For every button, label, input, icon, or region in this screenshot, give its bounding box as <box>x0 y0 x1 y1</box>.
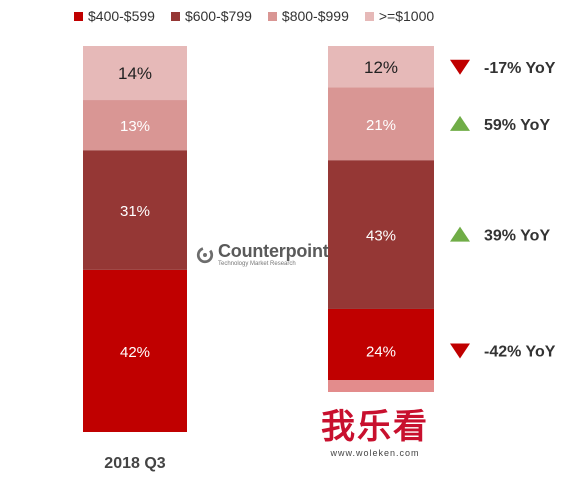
bar-segment <box>328 160 434 309</box>
bar-segment <box>83 46 187 101</box>
legend-label: >=$1000 <box>378 8 435 24</box>
data-label: 42% <box>120 344 150 361</box>
bar-segment <box>328 46 434 88</box>
bar-segment <box>328 308 434 392</box>
legend-swatch <box>364 11 374 21</box>
data-label: 14% <box>118 64 152 83</box>
counterpoint-logo: Counterpoint Technology Market Research <box>196 242 329 267</box>
watermark: 我乐看 www.woleken.com <box>310 408 440 458</box>
legend-swatch <box>74 11 83 21</box>
watermark-text: 我乐看 <box>321 407 429 447</box>
data-label: 12% <box>364 58 398 77</box>
yoy-label: 39% YoY <box>484 228 550 245</box>
logo-tagline: Technology Market Research <box>218 261 296 267</box>
arrow-down-icon <box>450 343 470 359</box>
category-label: 2018 Q3 <box>104 455 165 472</box>
yoy-label: -17% YoY <box>484 60 556 77</box>
arrow-up-icon <box>450 115 470 131</box>
legend-label: $600-$799 <box>184 8 252 24</box>
legend-label: $400-$599 <box>88 8 155 24</box>
legend-swatch <box>170 11 180 21</box>
data-label: 24% <box>366 343 396 360</box>
data-label: 31% <box>120 203 150 220</box>
legend-item: >=$1000 <box>364 8 435 24</box>
data-label: 43% <box>366 228 396 245</box>
arrow-up-icon <box>450 226 470 242</box>
logo-name: Counterpoint <box>218 241 329 261</box>
crop-fade <box>440 384 576 414</box>
data-label: 21% <box>366 117 396 134</box>
yoy-label: 59% YoY <box>484 117 550 134</box>
legend-item: $600-$799 <box>170 8 252 24</box>
legend-item: $800-$999 <box>267 8 349 24</box>
legend-label: $800-$999 <box>281 8 349 24</box>
watermark-url: www.woleken.com <box>330 448 420 458</box>
bar-segment <box>328 87 434 161</box>
bar-segment <box>83 100 187 151</box>
bar-segment <box>83 269 187 432</box>
yoy-label: -42% YoY <box>484 343 556 360</box>
chart-legend: $400-$599 $600-$799 $800-$999 >=$1000 <box>74 8 434 24</box>
legend-swatch <box>267 11 277 21</box>
legend-item: $400-$599 <box>74 8 155 24</box>
data-label: 13% <box>120 118 150 135</box>
bar-segment <box>83 150 187 270</box>
counterpoint-logo-icon <box>196 246 214 263</box>
arrow-down-icon <box>450 59 470 75</box>
